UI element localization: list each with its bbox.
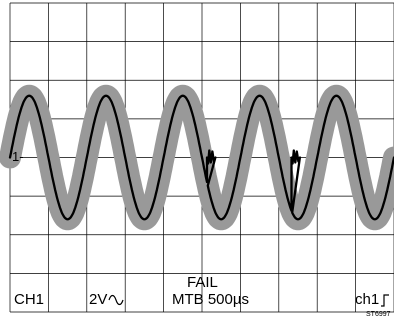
timebase-readout: MTB 500µs	[172, 291, 249, 308]
trigger-readout: ch1	[355, 291, 390, 308]
volts-per-div-text: 2V	[89, 291, 108, 308]
volts-per-div-readout: 2V	[89, 291, 124, 308]
signal-trace	[8, 94, 394, 221]
figure-id: ST6997	[366, 311, 391, 318]
channel-label: CH1	[14, 291, 45, 308]
ac-coupling-icon	[108, 294, 124, 306]
channel-reference-marker: 1-	[12, 149, 24, 164]
trigger-source-text: ch1	[355, 291, 380, 308]
status-fail-label: FAIL	[187, 274, 218, 291]
rising-edge-icon	[381, 293, 390, 307]
